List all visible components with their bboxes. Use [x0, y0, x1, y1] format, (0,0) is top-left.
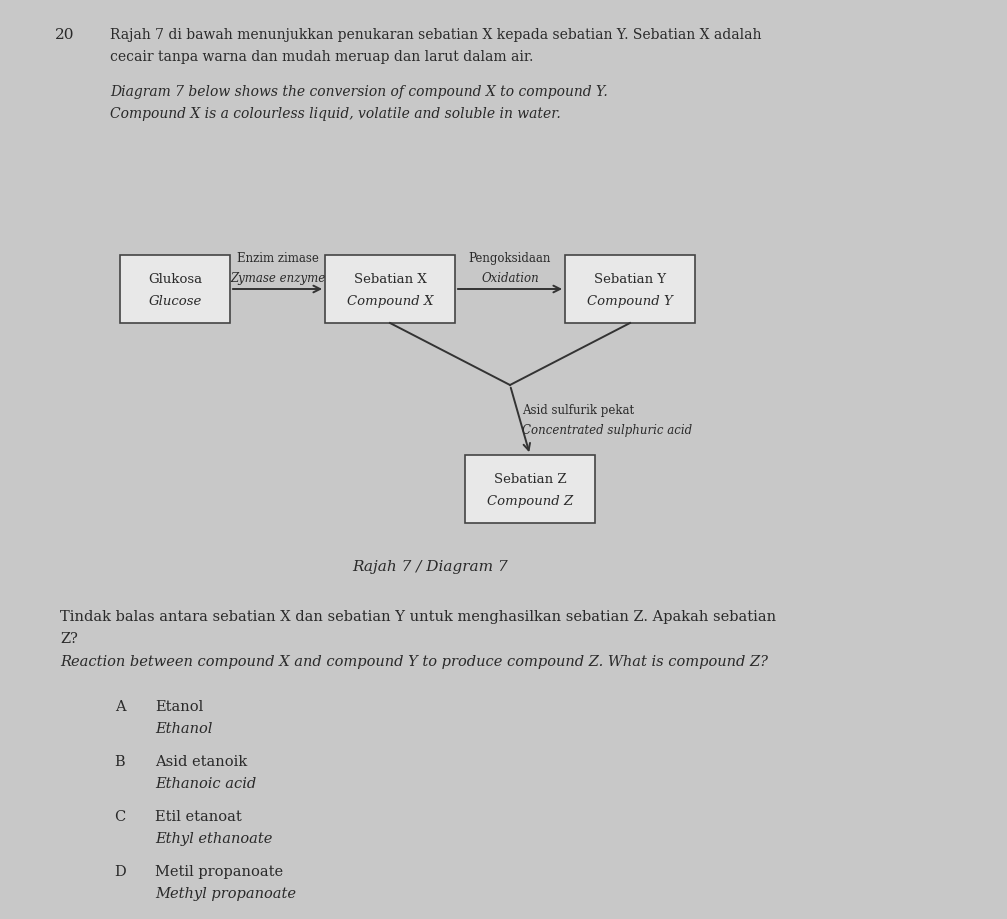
Bar [325, 255, 455, 323]
Text: Etil etanoat: Etil etanoat [155, 809, 242, 823]
Text: Oxidation: Oxidation [481, 272, 539, 285]
Text: Sebatian Z: Sebatian Z [493, 473, 566, 486]
Text: Ethanol: Ethanol [155, 721, 212, 735]
Text: Z?: Z? [60, 631, 78, 645]
Text: Zymase enzyme: Zymase enzyme [230, 272, 325, 285]
Text: Asid etanoik: Asid etanoik [155, 754, 248, 768]
Bar [120, 255, 230, 323]
Text: Sebatian X: Sebatian X [353, 273, 426, 286]
Text: D: D [114, 864, 126, 878]
Text: Glucose: Glucose [148, 295, 201, 308]
Text: Diagram 7 below shows the conversion of compound X to compound Y.: Diagram 7 below shows the conversion of … [110, 85, 608, 99]
Text: A: A [115, 699, 125, 713]
Text: Concentrated sulphuric acid: Concentrated sulphuric acid [522, 424, 692, 437]
Text: Etanol: Etanol [155, 699, 203, 713]
Text: 20: 20 [55, 28, 75, 42]
Text: Rajah 7 / Diagram 7: Rajah 7 / Diagram 7 [352, 560, 508, 573]
Text: Rajah 7 di bawah menunjukkan penukaran sebatian X kepada sebatian Y. Sebatian X : Rajah 7 di bawah menunjukkan penukaran s… [110, 28, 761, 42]
Text: Metil propanoate: Metil propanoate [155, 864, 283, 878]
Text: Compound X: Compound X [346, 295, 433, 308]
Bar [565, 255, 695, 323]
Text: Compound X is a colourless liquid, volatile and soluble in water.: Compound X is a colourless liquid, volat… [110, 107, 561, 121]
Text: Ethanoic acid: Ethanoic acid [155, 777, 256, 790]
Text: Glukosa: Glukosa [148, 273, 202, 286]
Text: Methyl propanoate: Methyl propanoate [155, 886, 296, 900]
Text: Ethyl ethanoate: Ethyl ethanoate [155, 831, 272, 845]
Text: Tindak balas antara sebatian X dan sebatian Y untuk menghasilkan sebatian Z. Apa: Tindak balas antara sebatian X dan sebat… [60, 609, 776, 623]
Text: C: C [115, 809, 126, 823]
Bar [465, 456, 595, 524]
Text: B: B [115, 754, 125, 768]
Text: Asid sulfurik pekat: Asid sulfurik pekat [522, 404, 634, 417]
Text: Compound Y: Compound Y [587, 295, 673, 308]
Text: Pengoksidaan: Pengoksidaan [469, 252, 551, 265]
Text: Sebatian Y: Sebatian Y [594, 273, 666, 286]
Text: Compound Z: Compound Z [486, 495, 573, 508]
Text: cecair tanpa warna dan mudah meruap dan larut dalam air.: cecair tanpa warna dan mudah meruap dan … [110, 50, 534, 64]
Text: Enzim zimase: Enzim zimase [237, 252, 318, 265]
Text: Reaction between compound X and compound Y to produce compound Z. What is compou: Reaction between compound X and compound… [60, 654, 768, 668]
